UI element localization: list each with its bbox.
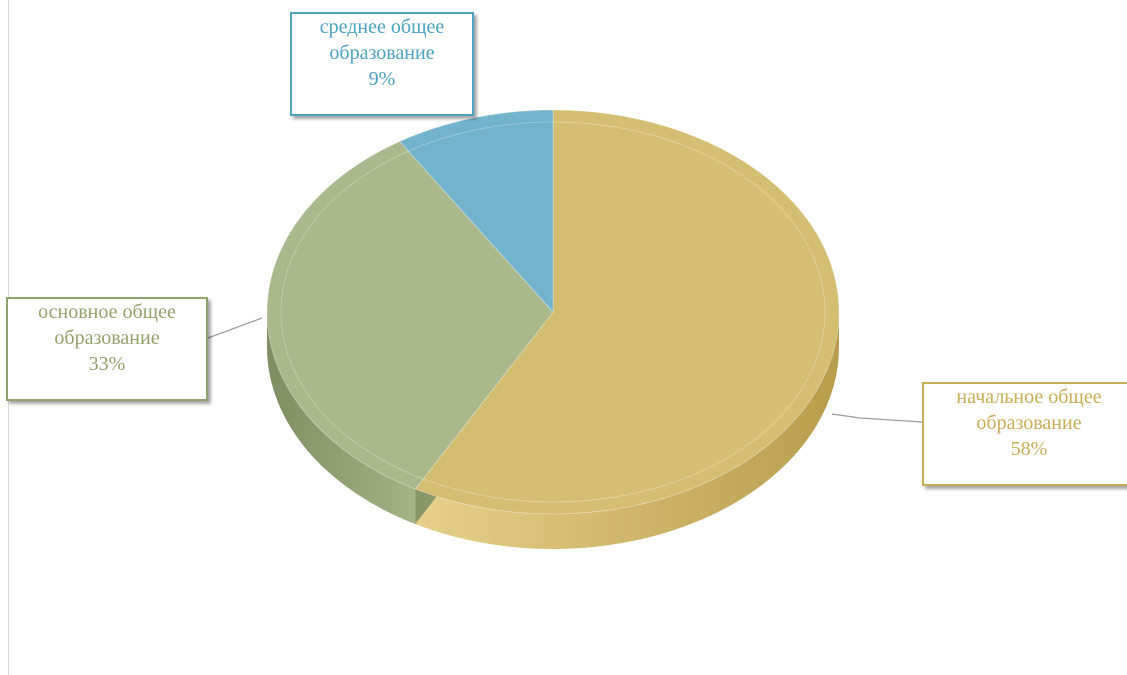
leader-line — [831, 413, 923, 423]
data-label-srednee: среднее общее образование 9% — [290, 12, 474, 116]
data-label-percent: 58% — [1010, 438, 1048, 460]
data-label-category-line1: начальное общее — [956, 386, 1102, 408]
leader-line — [207, 317, 263, 339]
pie-side-wall — [415, 312, 839, 549]
data-label-category-line2: образование — [54, 327, 160, 349]
data-label-category-line2: образование — [976, 412, 1082, 434]
data-label-category-line1: среднее общее — [319, 16, 445, 38]
pie-rim-highlight — [280, 121, 826, 503]
data-label-percent: 33% — [88, 353, 126, 375]
pie-side-wall — [267, 312, 416, 525]
data-label-category-line2: образование — [329, 42, 435, 64]
data-label-percent: 9% — [368, 68, 396, 90]
pie-slice — [414, 109, 840, 515]
data-label-nachalnoe: начальное общее образование 58% — [922, 382, 1127, 486]
pie-slice — [266, 140, 554, 490]
data-label-osnovnoe: основное общее образование 33% — [6, 297, 208, 401]
data-label-category-line1: основное общее — [38, 301, 176, 323]
pie-slice — [398, 109, 554, 314]
